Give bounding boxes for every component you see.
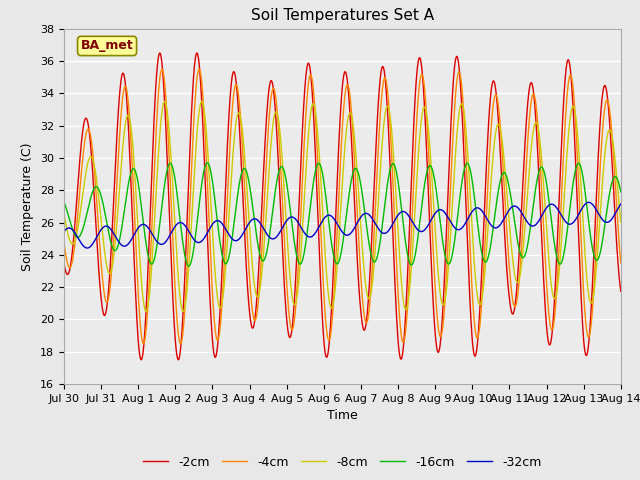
-2cm xyxy=(547,341,554,347)
-2cm xyxy=(138,357,145,363)
-4cm xyxy=(140,341,147,347)
-32cm xyxy=(83,245,91,251)
Line: -2cm: -2cm xyxy=(64,53,621,360)
-32cm xyxy=(606,218,614,224)
-2cm xyxy=(617,288,625,294)
-32cm xyxy=(124,242,132,248)
-4cm xyxy=(298,186,306,192)
-16cm xyxy=(547,208,554,214)
-8cm xyxy=(298,233,306,239)
-16cm xyxy=(274,173,282,179)
-2cm xyxy=(606,129,614,134)
-32cm xyxy=(546,202,554,207)
-8cm xyxy=(157,120,164,126)
-2cm xyxy=(60,260,68,266)
Line: -8cm: -8cm xyxy=(64,101,621,312)
Legend: -2cm, -4cm, -8cm, -16cm, -32cm: -2cm, -4cm, -8cm, -16cm, -32cm xyxy=(138,451,547,474)
-4cm xyxy=(124,92,131,98)
-8cm xyxy=(606,128,614,133)
Y-axis label: Soil Temperature (C): Soil Temperature (C) xyxy=(22,142,35,271)
Title: Soil Temperatures Set A: Soil Temperatures Set A xyxy=(251,9,434,24)
-32cm xyxy=(298,226,306,232)
-4cm xyxy=(274,118,282,123)
-8cm xyxy=(124,113,131,119)
Line: -16cm: -16cm xyxy=(64,163,621,266)
-4cm xyxy=(617,260,625,266)
Line: -32cm: -32cm xyxy=(64,203,621,248)
Line: -4cm: -4cm xyxy=(64,69,621,344)
-32cm xyxy=(157,241,164,247)
-4cm xyxy=(158,66,166,72)
-16cm xyxy=(185,263,193,269)
-8cm xyxy=(274,114,282,120)
-16cm xyxy=(157,215,164,220)
X-axis label: Time: Time xyxy=(327,409,358,422)
-4cm xyxy=(60,240,68,245)
-16cm xyxy=(124,186,131,192)
-8cm xyxy=(60,212,68,217)
-16cm xyxy=(617,189,625,195)
-2cm xyxy=(274,151,282,156)
-4cm xyxy=(606,112,614,118)
-8cm xyxy=(161,98,168,104)
-8cm xyxy=(547,273,554,279)
-32cm xyxy=(60,228,68,234)
-2cm xyxy=(156,50,164,56)
-2cm xyxy=(298,135,306,141)
-32cm xyxy=(274,233,282,239)
-8cm xyxy=(617,219,625,225)
-8cm xyxy=(142,309,150,314)
-4cm xyxy=(547,322,554,328)
-16cm xyxy=(60,199,68,205)
-16cm xyxy=(298,259,306,264)
-32cm xyxy=(585,200,593,205)
-4cm xyxy=(157,70,164,75)
-2cm xyxy=(124,108,131,114)
-2cm xyxy=(157,53,164,59)
Text: BA_met: BA_met xyxy=(81,39,134,52)
-16cm xyxy=(204,160,211,166)
-16cm xyxy=(606,187,614,193)
-32cm xyxy=(617,201,625,207)
